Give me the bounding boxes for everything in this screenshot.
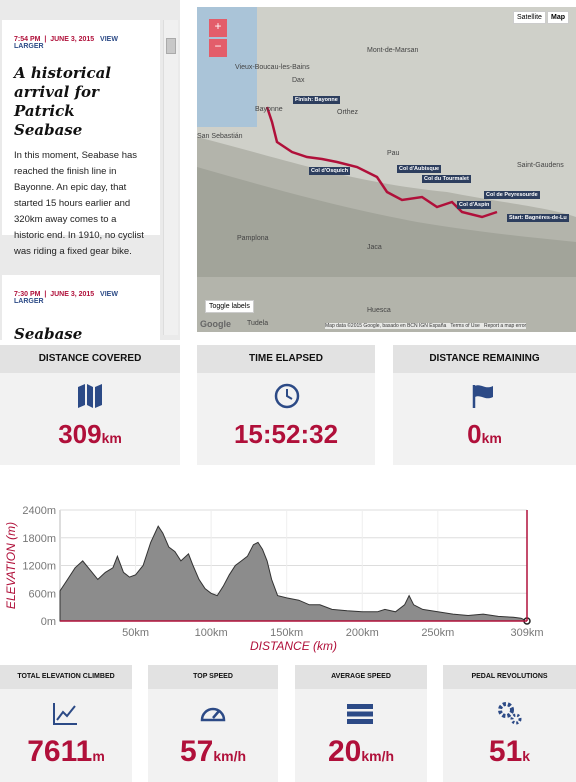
place: Pamplona (237, 235, 269, 242)
date: JUNE 3, 2015 (50, 36, 95, 43)
map-brand: Google (200, 319, 231, 329)
stat-value: 7611 (27, 735, 93, 768)
x-axis-label: DISTANCE (km) (250, 639, 337, 653)
feed-body: In this moment, Seabase has reached the … (14, 150, 144, 257)
stat-value: 15:52:32 (233, 419, 339, 449)
place: Vieux-Boucau-les-Bains (235, 64, 310, 71)
date: JUNE 3, 2015 (50, 291, 95, 298)
map-marker[interactable]: Col d'Aspin (457, 201, 492, 209)
map[interactable]: + − Satellite Map Vieux-Boucau-les-Bains… (197, 7, 576, 332)
stat-value: 57 (179, 735, 214, 768)
stat-unit: m (92, 748, 105, 764)
place: San Sebastián (197, 133, 243, 140)
place: Huesca (367, 307, 391, 314)
stat-label: PEDAL REVOLUTIONS (443, 665, 576, 689)
place: Pau (387, 150, 400, 157)
y-tick-label: 0m (41, 616, 56, 628)
feed-title: Seabase entering (14, 325, 83, 340)
stat-unit: km/h (361, 748, 395, 764)
x-tick-label: 309km (510, 627, 543, 639)
elevation-chart: 0m 600m 1200m 1800m 2400m 50km 100km 150km 200km… (4, 505, 544, 653)
zoom-in[interactable]: + (209, 19, 227, 37)
place: Saint-Gaudens (517, 162, 564, 169)
place: Bayonne (255, 106, 283, 113)
y-axis-label: ELEVATION (m) (4, 522, 18, 609)
stat-card: TIME ELAPSED 15:52:32 (197, 345, 375, 465)
feed-item: 7:54 PM | JUNE 3, 2015 VIEW LARGER A his… (2, 20, 160, 257)
terms[interactable]: Terms of Use (450, 323, 480, 329)
icon (274, 383, 300, 409)
x-tick-label: 250km (421, 627, 454, 639)
place: Mont-de-Marsan (367, 47, 419, 54)
place: Tudela (247, 320, 269, 327)
time: 7:30 PM (14, 291, 41, 298)
stat-card: PEDAL REVOLUTIONS 51k (443, 665, 576, 782)
feed-title: A historical arrival for Patrick Seabase (14, 64, 111, 139)
view-larger[interactable]: VIEW LARGER (14, 36, 118, 50)
stat-unit: k (522, 748, 531, 764)
view-larger[interactable]: VIEW LARGER (14, 291, 118, 305)
stat-unit: km (481, 430, 502, 446)
elevation-area (59, 525, 528, 622)
y-tick-label: 600m (28, 588, 56, 600)
feed-item: 7:30 PM | JUNE 3, 2015 VIEW LARGER Seaba… (2, 275, 160, 340)
stat-unit: km/h (213, 748, 247, 764)
x-tick-label: 50km (122, 627, 149, 639)
stat-label: TIME ELAPSED (197, 345, 375, 373)
place: Jaca (367, 244, 382, 251)
icon (78, 384, 102, 408)
map-marker[interactable]: Col de Peyresourde (484, 191, 540, 199)
stat-value: 20 (327, 735, 362, 768)
stat-label: TOP SPEED (148, 665, 278, 689)
stat-unit: km (101, 430, 122, 446)
map-terrain (197, 7, 576, 332)
icon (498, 702, 522, 725)
y-tick-label: 1200m (22, 561, 56, 573)
icon (200, 707, 226, 722)
icon (53, 703, 77, 725)
x-tick-label: 200km (346, 627, 379, 639)
feed: 7:54 PM | JUNE 3, 2015 VIEW LARGER A his… (0, 0, 180, 340)
satellite-button[interactable]: Satellite (513, 11, 546, 24)
zoom-out[interactable]: − (209, 39, 227, 57)
map-marker[interactable]: Start: Bagnères-de-Lu (507, 214, 569, 222)
x-tick-label: 100km (195, 627, 228, 639)
scrollbar[interactable] (163, 20, 178, 335)
time: 7:54 PM (14, 36, 41, 43)
stat-label: TOTAL ELEVATION CLIMBED (0, 665, 132, 689)
stat-value: 51 (488, 735, 523, 768)
report[interactable]: Report a map error (483, 323, 527, 329)
x-tick-label: 150km (270, 627, 303, 639)
toggle-labels[interactable]: Toggle labels (205, 300, 254, 313)
icon (472, 385, 493, 408)
map-marker[interactable]: Col d'Aubisque (397, 165, 442, 173)
map-marker[interactable]: Finish: Bayonne (293, 96, 340, 104)
icon (347, 704, 373, 724)
stat-label: AVERAGE SPEED (295, 665, 427, 689)
y-tick-label: 2400m (22, 505, 56, 517)
y-tick-label: 1800m (22, 533, 56, 545)
place: Orthez (337, 109, 359, 116)
stat-card: AVERAGE SPEED 20km/h (295, 665, 427, 782)
stat-value: 309 (58, 419, 102, 449)
map-button[interactable]: Map (547, 11, 569, 24)
stat-value: 0 (467, 419, 482, 449)
map-credit: Map data ©2015 Google, basado en BCN IGN… (325, 323, 447, 329)
stat-card: TOTAL ELEVATION CLIMBED 7611m (0, 665, 132, 782)
stat-label: DISTANCE REMAINING (393, 345, 576, 373)
stat-card: TOP SPEED 57km/h (148, 665, 278, 782)
map-footer: Map data ©2015 Google, basado en BCN IGN… (325, 323, 527, 329)
map-marker[interactable]: Col d'Osquich (309, 167, 351, 175)
map-marker[interactable]: Col du Tourmalet (422, 175, 471, 183)
stat-card: DISTANCE COVERED 309km (0, 345, 180, 465)
stat-card: DISTANCE REMAINING 0km (393, 345, 576, 465)
stat-label: DISTANCE COVERED (0, 345, 180, 373)
place: Dax (292, 77, 305, 84)
